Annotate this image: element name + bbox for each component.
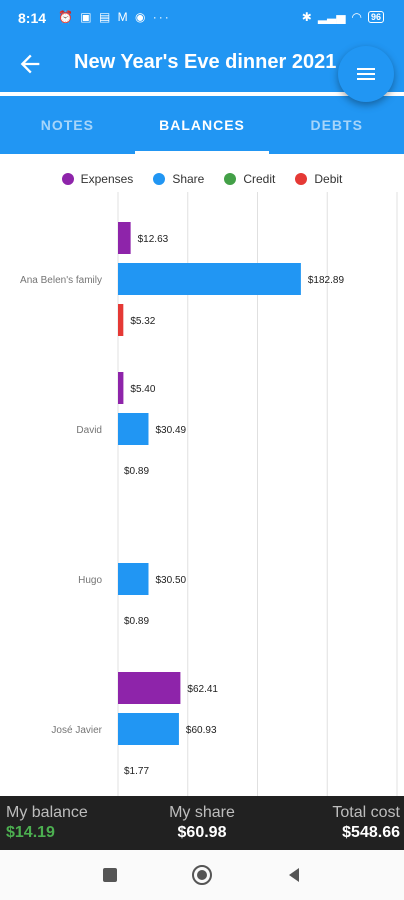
bar-value-label: $5.32 [130,316,155,327]
legend-label-credit: Credit [243,172,276,186]
bar-expenses [118,372,124,404]
my-balance-value: $14.19 [6,824,55,841]
legend-item-share: Share [153,168,204,190]
my-share-value: $60.98 [177,824,227,841]
legend-item-credit: Credit [224,168,275,190]
legend-item-expenses: Expenses [61,168,134,190]
legend-item-debit: Debit [295,168,342,190]
appbar-divider [0,92,404,96]
my-share-block: My share $60.98 [0,804,404,842]
balances-chart[interactable]: Ana Belen's family $12.63 $182.89 $5.32 Davi… [0,192,404,796]
tab-debts[interactable]: DEBTS [310,117,363,133]
home-button-icon[interactable] [191,864,213,886]
my-balance-label: My balance [6,804,88,821]
page-title: New Year's Eve dinner 2021 [74,51,337,73]
status-time: 8:14 [18,10,47,26]
app-bar: New Year's Eve dinner 2021 [0,36,404,92]
back-arrow-icon[interactable] [16,50,44,78]
legend-dot-credit [224,173,237,185]
bar-value-label: $12.63 [138,234,169,245]
total-cost-label: Total cost [332,804,400,821]
chart-legend: Expenses Share Credit Debit [0,168,404,190]
legend-label-debit: Debit [314,172,343,186]
bar-value-label: $60.93 [186,725,217,736]
bar-value-label: $1.77 [124,766,149,777]
legend-label-share: Share [172,172,205,186]
legend-dot-debit [295,173,308,185]
bar-value-label: $0.89 [124,466,149,477]
bar-value-label: $0.89 [124,616,149,627]
bar-value-label: $30.49 [155,425,186,436]
my-share-label: My share [169,804,235,821]
category-label: Hugo [78,575,102,586]
system-icons: ✱ ▂▃▅ ◠ 96 [302,10,384,24]
total-cost-value: $548.66 [342,824,400,841]
bar-share [118,413,149,445]
total-cost-block: Total cost $548.66 [332,804,400,842]
tab-notes[interactable]: NOTES [40,117,94,133]
back-button-icon[interactable] [283,864,305,886]
wifi-icon: ◠ [351,10,362,24]
bar-expenses [118,222,131,254]
bluetooth-icon: ✱ [301,10,312,24]
bar-share [118,563,149,595]
bar-value-label: $182.89 [308,275,345,286]
legend-dot-share [153,173,166,185]
bar-value-label: $62.41 [187,684,218,695]
legend-dot-expenses [61,173,74,185]
bar-value-label: $5.40 [130,384,155,395]
bar-share [118,263,301,295]
category-label: David [76,425,102,436]
bar-debit [118,304,124,336]
battery-icon: 96 [367,11,384,23]
notification-icons: ⏰ ▣ ▤ M ◉ ··· [58,10,171,24]
my-balance-block: My balance $14.19 [6,804,88,842]
legend-label-expenses: Expenses [80,172,134,186]
tab-bar: NOTES BALANCES DEBTS [0,96,404,154]
category-label: José Javier [51,725,102,736]
bar-share [118,713,179,745]
signal-icon: ▂▃▅ [317,10,346,24]
category-label: Ana Belen's family [20,275,102,286]
system-nav-bar [0,850,404,900]
summary-footer: My balance $14.19 My share $60.98 Total … [0,796,404,850]
status-bar: 8:14 ⏰ ▣ ▤ M ◉ ··· ✱ ▂▃▅ ◠ 96 [0,0,404,36]
menu-button[interactable] [338,46,394,102]
hamburger-menu-icon [357,68,375,80]
bar-chart-svg: Ana Belen's family $12.63 $182.89 $5.32 Davi… [20,192,398,796]
recents-button-icon[interactable] [99,864,121,886]
bar-value-label: $30.50 [156,575,187,586]
tab-balances[interactable]: BALANCES [134,96,270,154]
bar-expenses [118,672,181,704]
